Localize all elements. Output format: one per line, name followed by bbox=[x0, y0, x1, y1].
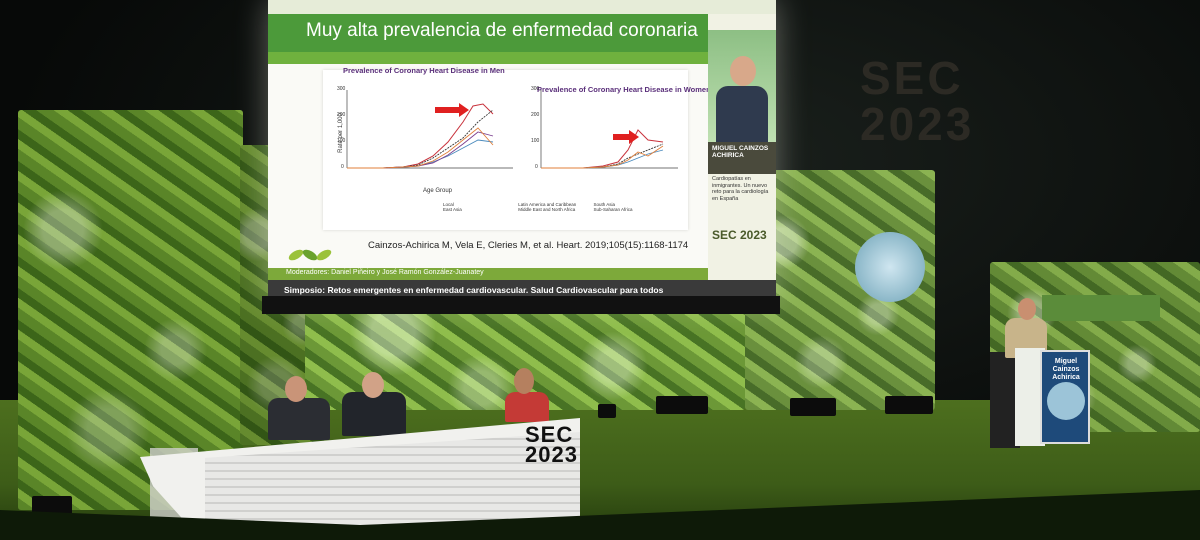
chart-legend: Local Latin America and Caribbean South … bbox=[443, 202, 683, 212]
round-screen bbox=[855, 232, 925, 302]
symposium-text: Simposio: Retos emergentes en enfermedad… bbox=[284, 285, 664, 295]
ytick-men: 300 bbox=[337, 86, 346, 92]
ytick-women: 0 bbox=[535, 164, 538, 170]
highlight-arrow-women bbox=[613, 130, 639, 144]
ytick-women: 200 bbox=[531, 112, 540, 118]
chart-lines bbox=[346, 90, 678, 169]
green-wall-left bbox=[18, 110, 243, 510]
slide-title-underbar bbox=[268, 52, 708, 64]
moderators-bar: Moderadores: Daniel Piñeiro y José Ramón… bbox=[268, 268, 708, 280]
leaf-logo-icon bbox=[288, 249, 332, 261]
stage-light bbox=[885, 396, 933, 414]
speaker-panel: MIGUEL CAINZOS ACHIRICA Cardiopatías en … bbox=[708, 14, 776, 280]
background-sec-logo: SEC 2023 bbox=[860, 52, 975, 150]
ytick-men: 200 bbox=[337, 112, 346, 118]
figure: Prevalence of Coronary Heart Disease in … bbox=[323, 66, 711, 230]
lectern-screen: Miguel Cainzos Achirica bbox=[1040, 350, 1090, 444]
projection-screen: Muy alta prevalencia de enfermedad coron… bbox=[268, 0, 776, 300]
legend-item: Sub-Saharan Africa bbox=[593, 207, 633, 212]
speaker-panel-logo: SEC 2023 bbox=[712, 228, 767, 242]
speaker-head bbox=[730, 56, 756, 86]
legend-item: South Asia bbox=[593, 202, 616, 207]
ytick-men: 0 bbox=[341, 164, 344, 170]
moderators-text: Moderadores: Daniel Piñeiro y José Ramón… bbox=[286, 269, 484, 276]
right-monitor bbox=[1042, 295, 1160, 321]
legend-item: East Asia bbox=[443, 207, 462, 212]
stage-light bbox=[790, 398, 836, 416]
slide-topbar bbox=[268, 0, 776, 14]
ytick-women: 300 bbox=[531, 86, 540, 92]
slide-title-bar: Muy alta prevalencia de enfermedad coron… bbox=[268, 14, 708, 52]
ytick-men: 100 bbox=[337, 138, 346, 144]
citation: Cainzos-Achirica M, Vela E, Cleries M, e… bbox=[368, 240, 689, 251]
symposium-bar: Simposio: Retos emergentes en enfermedad… bbox=[268, 280, 776, 300]
lectern-screen-image bbox=[1047, 382, 1085, 420]
speaker-name: MIGUEL CAINZOS ACHIRICA bbox=[708, 142, 776, 174]
legend-item: Middle East and North Africa bbox=[518, 207, 576, 212]
screen-base bbox=[262, 296, 780, 314]
highlight-arrow bbox=[435, 103, 469, 117]
legend-item: Local bbox=[443, 202, 454, 207]
speaker-video bbox=[708, 30, 776, 142]
stage-light bbox=[656, 396, 708, 414]
stage-light bbox=[598, 404, 616, 418]
lectern-speaker-name: Miguel Cainzos Achirica bbox=[1052, 358, 1080, 381]
ytick-women: 100 bbox=[531, 138, 540, 144]
x-axis-label-men: Age Group bbox=[423, 188, 453, 194]
chart-women-title: Prevalence of Coronary Heart Disease in … bbox=[537, 85, 711, 94]
speaker-body bbox=[716, 86, 768, 142]
legend-item: Latin America and Caribbean bbox=[518, 202, 577, 207]
speaker-talk-title: Cardiopatías en inmigrantes. Un nuevo re… bbox=[712, 176, 769, 202]
table-sec-logo: SEC 2023 bbox=[525, 422, 578, 467]
chart-men-title: Prevalence of Coronary Heart Disease in … bbox=[343, 66, 505, 75]
slide-title: Muy alta prevalencia de enfermedad coron… bbox=[306, 20, 698, 41]
